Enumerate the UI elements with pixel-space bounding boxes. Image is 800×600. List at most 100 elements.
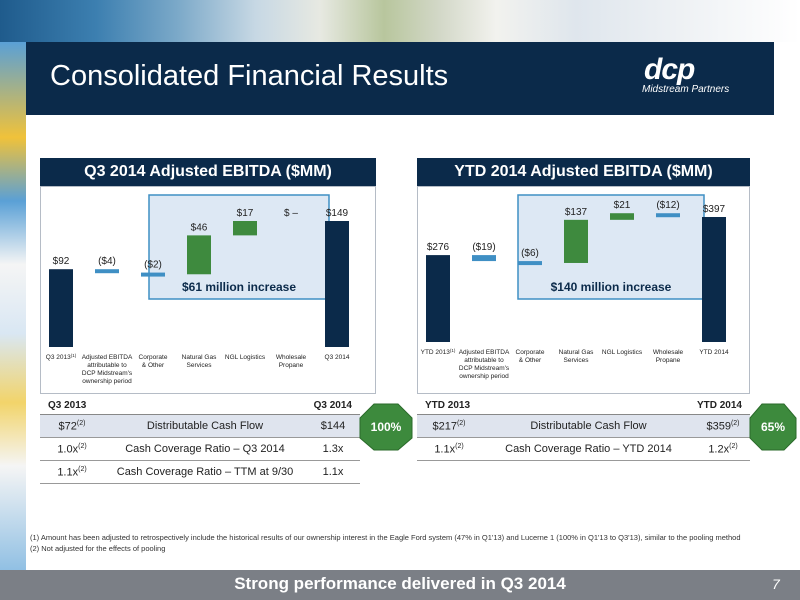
cell-right: $359 (706, 420, 731, 433)
decrease-bar (95, 269, 119, 274)
category-label: YTD 2014 (699, 349, 729, 356)
data-label: $397 (703, 204, 726, 215)
data-label: ($4) (98, 256, 116, 267)
data-label: $276 (427, 242, 450, 253)
cell-label: Cash Coverage Ratio – TTM at 9/30 (116, 466, 294, 478)
cell-left-sup: (2) (76, 419, 86, 427)
table-header: Q3 2013 Q3 2014 (40, 396, 360, 415)
cell-left: $72 (58, 420, 77, 433)
cell-right-sup: (2) (730, 419, 740, 427)
category-label: NGL Logistics (602, 349, 643, 356)
category-label: Wholesale (276, 354, 307, 361)
category-label: Adjusted EBITDA (82, 354, 133, 361)
category-label: Natural Gas (182, 354, 217, 361)
total-bar (49, 269, 73, 347)
footnote-2: (2) Not adjusted for the effects of pool… (30, 544, 166, 553)
category-label: Natural Gas (559, 349, 594, 356)
category-label: Services (564, 357, 590, 364)
increase-highlight-box (517, 194, 705, 300)
logo-tagline: Midstream Partners (642, 84, 730, 95)
data-label: $ – (284, 208, 298, 219)
cell-left-sup: (2) (456, 419, 466, 427)
q3-chart-title: Q3 2014 Adjusted EBITDA ($MM) (40, 158, 376, 186)
ytd-2014-header: YTD 2014 (696, 399, 742, 411)
ytd-ebitda-chart: $140 million increase $276 YTD 2013(1) ($19… (417, 186, 750, 394)
table-row: 1.1x(2) Cash Coverage Ratio – TTM at 9/3… (40, 461, 360, 484)
cell-right: $144 (320, 420, 346, 432)
increase-annotation: $140 million increase (551, 280, 672, 294)
ytd-badge-label: 65% (760, 420, 786, 434)
data-label: ($6) (521, 248, 539, 259)
q3-ebitda-svg: $61 million increase $92 Q3 2013(1) ($4) Adj… (46, 194, 350, 385)
increase-annotation: $61 million increase (182, 280, 296, 294)
table-header: YTD 2013 YTD 2014 (417, 396, 750, 415)
category-label: DCP Midstream's (82, 370, 133, 377)
category-label: Q3 2014 (325, 354, 350, 361)
table-row: $72(2) Distributable Cash Flow $144 (40, 415, 360, 438)
q3-increase-badge (359, 403, 413, 451)
category-label: Corporate (139, 354, 168, 361)
total-bar (426, 255, 450, 342)
cell-right: 1.1x (322, 466, 344, 478)
data-label: ($19) (472, 242, 495, 253)
ytd-2013-header: YTD 2013 (425, 399, 471, 411)
category-label: YTD 2013(1) (421, 348, 456, 356)
category-label: Services (187, 362, 213, 369)
category-label: & Other (142, 362, 165, 369)
total-bar (702, 217, 726, 342)
category-superscript: (1) (450, 348, 456, 353)
logo-mark: dcp (644, 53, 695, 86)
cell-label: Distributable Cash Flow (146, 420, 264, 432)
page-number: 7 (772, 576, 780, 592)
increase-highlight-box (148, 194, 330, 300)
table-row: 1.1x(2) Cash Coverage Ratio – YTD 2014 1… (417, 438, 750, 461)
category-label: ownership period (82, 378, 132, 385)
footnote-1: (1) Amount has been adjusted to retrospe… (30, 533, 741, 542)
cell-left: $217 (432, 420, 457, 433)
category-superscript: (1) (71, 353, 77, 358)
dcp-logo: dcp Midstream Partners (640, 53, 760, 98)
q3-dcf-table: Q3 2013 Q3 2014 $72(2) Distributable Cas… (40, 396, 360, 484)
title-band (26, 42, 774, 115)
data-label: $149 (326, 208, 349, 219)
cell-label: Distributable Cash Flow (530, 420, 647, 432)
decrease-bar (141, 272, 165, 277)
category-label: DCP Midstream's (459, 365, 510, 372)
category-label: Propane (279, 362, 304, 369)
category-label: attributable to (87, 362, 127, 369)
footer-banner: Strong performance delivered in Q3 2014 (234, 574, 566, 593)
footer-band (0, 570, 800, 600)
ytd-dcf-table: YTD 2013 YTD 2014 $217(2) Distributable … (417, 396, 750, 461)
category-label: NGL Logistics (225, 354, 266, 361)
cell-left: 1.1x (57, 466, 79, 479)
increase-bar (564, 219, 588, 263)
data-label: $137 (565, 207, 588, 218)
cell-left: 1.0x (57, 443, 79, 456)
cell-right: 1.2x (708, 443, 730, 456)
category-label: Adjusted EBITDA (459, 349, 510, 356)
data-label: ($12) (656, 200, 679, 211)
decrease-bar (472, 255, 496, 262)
data-label: $92 (53, 256, 70, 267)
cell-left-sup: (2) (455, 442, 464, 450)
badge-octagon (359, 403, 413, 451)
q3-2014-header: Q3 2014 (313, 399, 352, 411)
ytd-increase-badge (749, 403, 797, 451)
q3-badge-label: 100% (370, 420, 402, 434)
total-bar (325, 221, 349, 347)
decrease-bar (656, 213, 680, 218)
ytd-chart-title: YTD 2014 Adjusted EBITDA ($MM) (417, 158, 750, 186)
increase-bar (187, 235, 211, 275)
cell-left-sup: (2) (78, 442, 87, 450)
cell-right-sup: (2) (729, 442, 738, 450)
data-label: ($2) (144, 260, 162, 271)
badge-octagon (749, 403, 797, 451)
header-photo (0, 0, 800, 42)
category-label: Corporate (516, 349, 545, 356)
cell-right: 1.3x (322, 443, 344, 455)
table-row: $217(2) Distributable Cash Flow $359(2) (417, 415, 750, 438)
data-label: $21 (614, 200, 631, 211)
data-label: $46 (191, 222, 208, 233)
page-title: Consolidated Financial Results (50, 60, 449, 92)
q3-2013-header: Q3 2013 (48, 399, 87, 411)
